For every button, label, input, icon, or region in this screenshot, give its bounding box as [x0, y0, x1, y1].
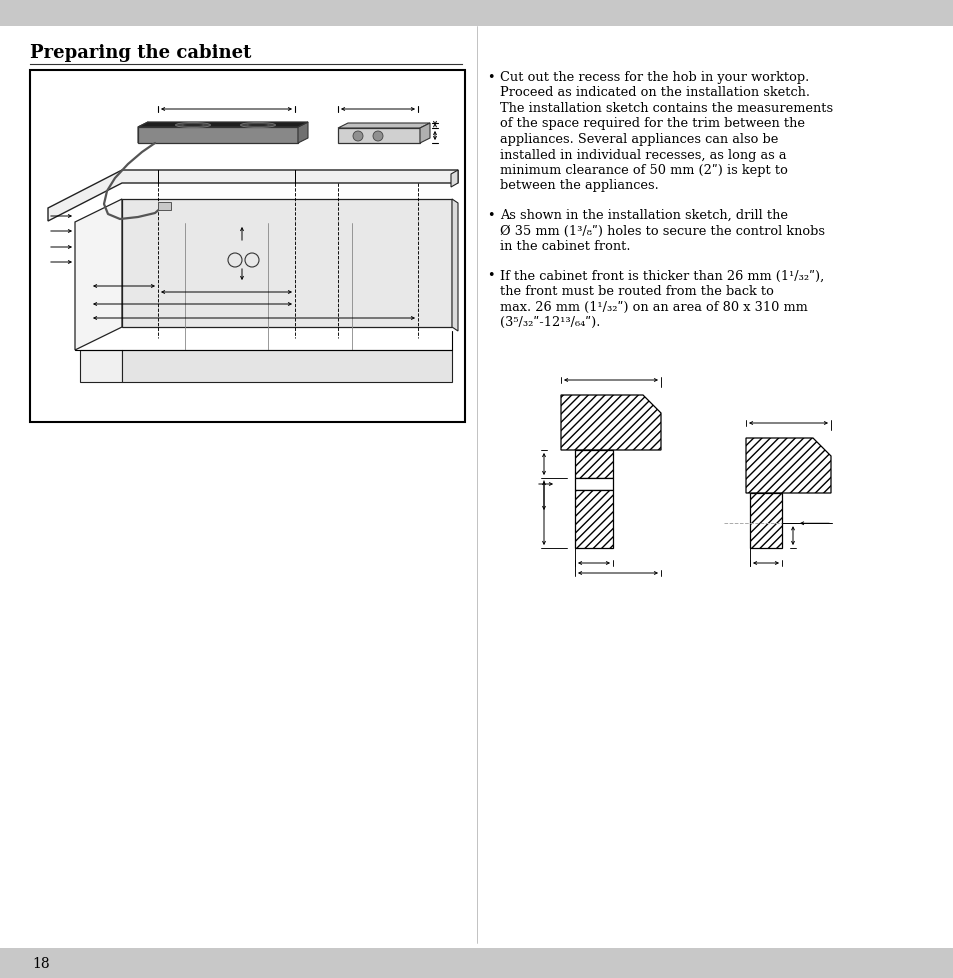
Polygon shape	[122, 351, 452, 382]
Text: •: •	[486, 208, 494, 222]
Text: (3⁵/₃₂ʺ-12¹³/₆₄ʺ).: (3⁵/₃₂ʺ-12¹³/₆₄ʺ).	[499, 316, 599, 329]
Polygon shape	[745, 438, 830, 494]
Ellipse shape	[182, 124, 204, 127]
Text: the front must be routed from the back to: the front must be routed from the back t…	[499, 285, 773, 297]
Bar	[158, 202, 171, 211]
Text: Cut out the recess for the hob in your worktop.: Cut out the recess for the hob in your w…	[499, 71, 808, 84]
Polygon shape	[337, 129, 419, 144]
Text: max. 26 mm (1¹/₃₂ʺ) on an area of 80 x 310 mm: max. 26 mm (1¹/₃₂ʺ) on an area of 80 x 3…	[499, 300, 807, 313]
Text: minimum clearance of 50 mm (2ʺ) is kept to: minimum clearance of 50 mm (2ʺ) is kept …	[499, 164, 787, 177]
Bar	[0, 0, 953, 27]
Polygon shape	[337, 124, 430, 129]
Circle shape	[373, 132, 382, 142]
Polygon shape	[575, 478, 613, 491]
Text: installed in individual recesses, as long as a: installed in individual recesses, as lon…	[499, 149, 785, 161]
Polygon shape	[575, 451, 613, 478]
Text: of the space required for the trim between the: of the space required for the trim betwe…	[499, 117, 804, 130]
Polygon shape	[560, 395, 660, 451]
Polygon shape	[48, 171, 457, 222]
Text: The installation sketch contains the measurements: The installation sketch contains the mea…	[499, 102, 832, 114]
Text: •: •	[486, 71, 494, 84]
Text: If the cabinet front is thicker than 26 mm (1¹/₃₂ʺ),: If the cabinet front is thicker than 26 …	[499, 269, 823, 283]
Polygon shape	[75, 200, 122, 351]
Ellipse shape	[247, 124, 269, 127]
Polygon shape	[122, 200, 452, 328]
Text: in the cabinet front.: in the cabinet front.	[499, 240, 630, 252]
Text: Ø 35 mm (1³/₈ʺ) holes to secure the control knobs: Ø 35 mm (1³/₈ʺ) holes to secure the cont…	[499, 224, 824, 238]
Text: •: •	[486, 269, 494, 283]
Polygon shape	[419, 124, 430, 144]
Bar	[0, 948, 953, 978]
Polygon shape	[749, 494, 781, 549]
Text: Proceed as indicated on the installation sketch.: Proceed as indicated on the installation…	[499, 86, 809, 100]
Text: As shown in the installation sketch, drill the: As shown in the installation sketch, dri…	[499, 208, 787, 222]
Bar	[30, 71, 464, 422]
Text: Preparing the cabinet: Preparing the cabinet	[30, 44, 251, 62]
Polygon shape	[297, 123, 308, 144]
Polygon shape	[138, 123, 148, 144]
Ellipse shape	[175, 123, 211, 128]
Text: 18: 18	[32, 956, 50, 970]
Polygon shape	[138, 128, 297, 144]
Circle shape	[353, 132, 363, 142]
Text: between the appliances.: between the appliances.	[499, 179, 659, 193]
Polygon shape	[451, 171, 457, 188]
Text: appliances. Several appliances can also be: appliances. Several appliances can also …	[499, 133, 778, 146]
Polygon shape	[80, 351, 122, 382]
Polygon shape	[138, 123, 308, 128]
Ellipse shape	[240, 123, 275, 128]
Polygon shape	[575, 491, 613, 549]
Polygon shape	[452, 200, 457, 332]
